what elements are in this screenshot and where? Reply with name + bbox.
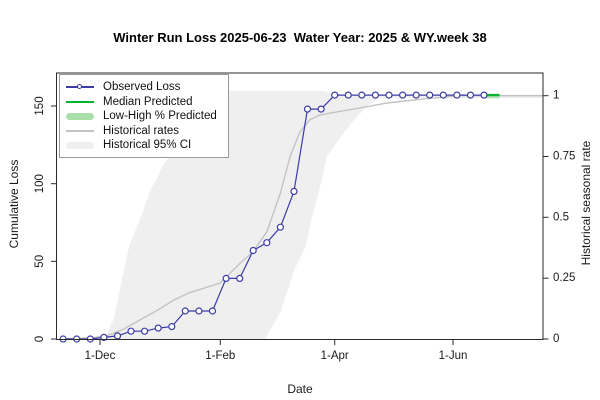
x-tick-label: 1-Dec: [85, 350, 116, 362]
chart-title: Winter Run Loss 2025-06-23 Water Year: 2…: [113, 30, 487, 45]
observed-loss-point: [100, 333, 108, 341]
legend: Observed Loss Median Predicted Low-High % …: [59, 74, 229, 158]
observed-loss-point: [168, 323, 176, 331]
observed-loss-point: [385, 91, 393, 99]
historical-rates-line: [59, 95, 543, 340]
observed-loss-point: [426, 91, 434, 99]
observed-loss-point: [466, 91, 475, 99]
observed-loss-point: [249, 246, 257, 255]
y-tick-label-left: 100: [34, 174, 46, 193]
observed-loss-point: [399, 91, 407, 99]
observed-loss-point: [439, 91, 447, 99]
observed-loss-point: [331, 91, 339, 99]
y-tick-label-right: 1: [553, 90, 559, 102]
observed-loss-point: [195, 307, 203, 315]
legend-item: Observed Loss: [66, 80, 222, 95]
y-tick-label-left: 0: [34, 336, 46, 342]
legend-label: Low-High % Predicted: [103, 110, 217, 123]
observed-loss-point: [317, 105, 325, 113]
legend-item: Historical rates: [66, 124, 222, 139]
observed-loss-point: [263, 239, 271, 247]
observed-loss-point: [127, 327, 135, 335]
observed-loss-point: [290, 187, 298, 195]
observed-loss-point: [344, 91, 352, 99]
legend-swatch-line: [66, 100, 94, 103]
legend-swatch-band: [66, 141, 94, 149]
x-tick-label: 1-Apr: [321, 350, 349, 362]
observed-loss-point: [276, 223, 284, 231]
legend-label: Historical 95% CI: [103, 139, 192, 152]
legend-label: Median Predicted: [103, 95, 193, 108]
legend-label: Observed Loss: [103, 81, 181, 94]
y-axis-label-left: Cumulative Loss: [7, 159, 21, 249]
observed-loss-point: [154, 324, 162, 332]
x-tick-label: 1-Jun: [439, 350, 468, 362]
legend-swatch-line-marker: [66, 83, 94, 89]
observed-loss-point: [181, 307, 189, 315]
observed-loss-point: [453, 91, 461, 99]
y-tick-label-left: 150: [34, 96, 46, 115]
legend-marker-dot: [77, 83, 82, 89]
y-axis-label-right: Historical seasonal rate: [579, 140, 593, 266]
observed-loss-point: [222, 274, 230, 282]
y-tick-label-right: 0.5: [553, 211, 569, 223]
observed-loss-point: [236, 274, 244, 282]
x-tick-label: 1-Feb: [205, 350, 235, 362]
observed-loss-point: [141, 327, 149, 335]
y-tick-label-left: 50: [34, 255, 46, 268]
y-tick-label-right: 0: [553, 333, 559, 345]
legend-swatch-line: [66, 129, 94, 132]
legend-item: Historical 95% CI: [66, 138, 222, 153]
y-tick-label-right: 0.25: [553, 272, 575, 284]
observed-loss-point: [480, 91, 488, 99]
legend-label: Historical rates: [103, 124, 180, 137]
observed-loss-point: [208, 307, 217, 315]
plot-border: [56, 72, 544, 340]
legend-item: Low-High % Predicted: [66, 109, 222, 124]
observed-loss-point: [371, 91, 379, 99]
observed-loss-point: [412, 91, 420, 99]
legend-swatch-band: [66, 112, 94, 120]
observed-loss-point: [303, 105, 312, 113]
observed-loss-point: [358, 91, 366, 99]
x-axis-label: Date: [287, 382, 313, 396]
y-tick-label-right: 0.75: [553, 151, 575, 163]
observed-loss-point: [113, 332, 122, 340]
legend-item: Median Predicted: [66, 95, 222, 110]
